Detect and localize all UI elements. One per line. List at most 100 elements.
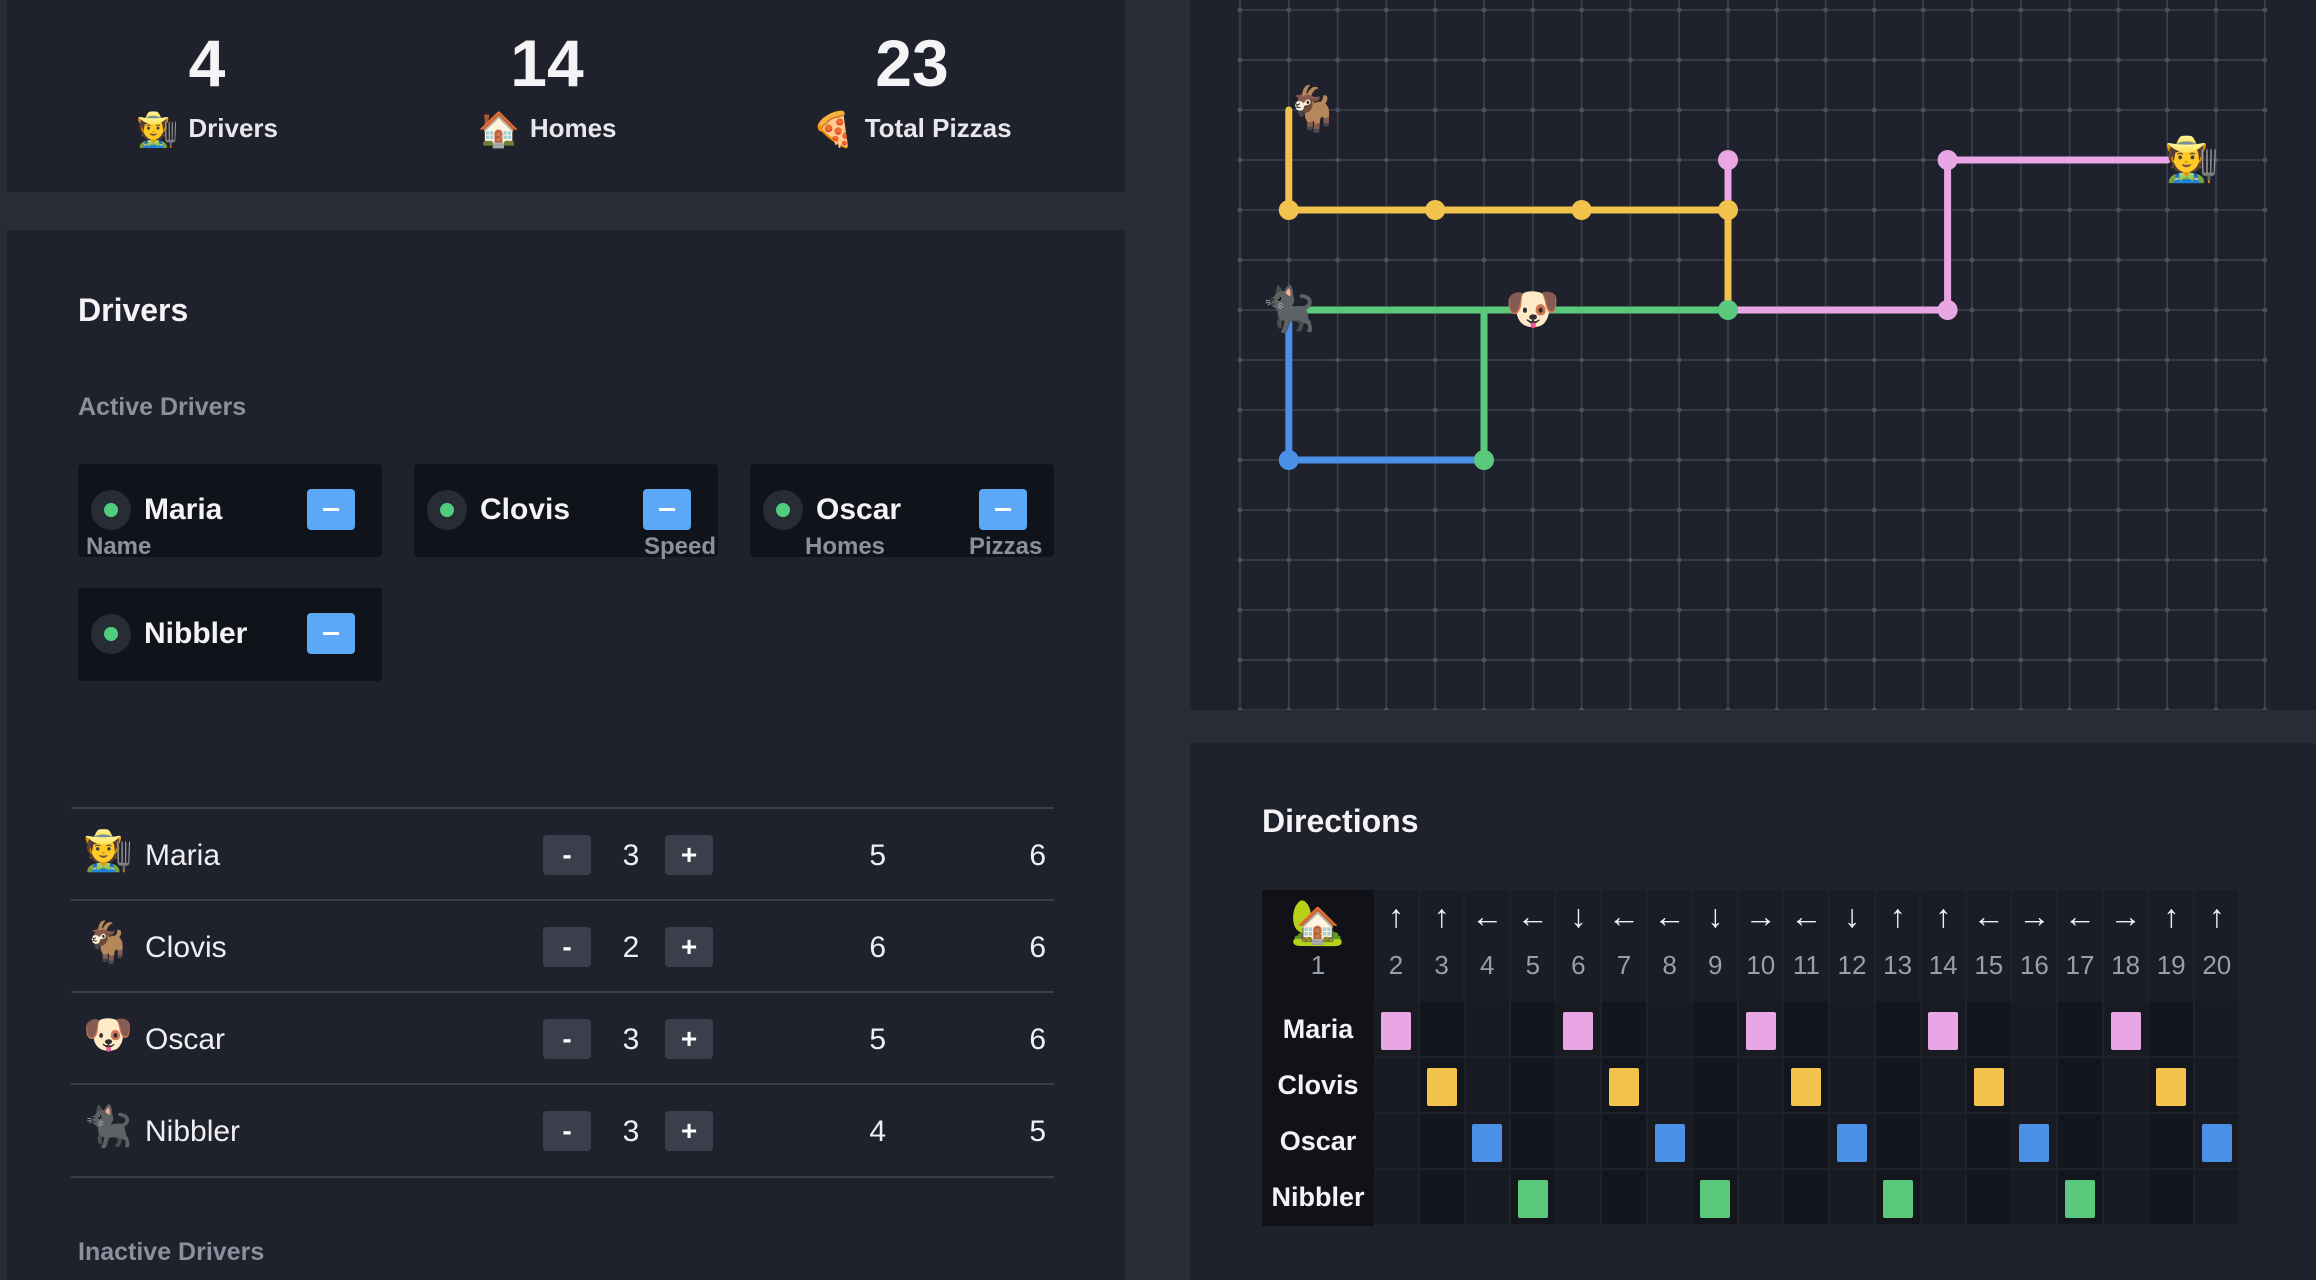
direction-cell	[1966, 1170, 2011, 1224]
direction-arrow-icon: ↑	[2208, 898, 2225, 934]
direction-cell	[2012, 1058, 2057, 1112]
grid-point	[1335, 157, 1341, 163]
grid-point	[2213, 607, 2219, 613]
increase-speed-button[interactable]: +	[665, 1111, 713, 1151]
route-stop	[1278, 200, 1299, 220]
grid-point	[2164, 657, 2170, 663]
direction-arrow-icon: ←	[1608, 898, 1640, 934]
step-number: 18	[2111, 950, 2141, 980]
decrease-speed-button[interactable]: -	[543, 1019, 591, 1059]
grid-point	[1627, 257, 1633, 263]
driver-row-header	[1262, 1170, 1374, 1226]
direction-cell	[1419, 1170, 1464, 1224]
step-header-cell	[1830, 890, 1874, 1002]
step-number: 20	[2202, 950, 2232, 980]
direction-cell	[2194, 1002, 2239, 1056]
remove-driver-button[interactable]	[307, 489, 355, 530]
grid-point	[1871, 557, 1877, 563]
grid-point	[2018, 457, 2024, 463]
remove-driver-button[interactable]	[643, 489, 691, 530]
speed-value: 3	[622, 839, 640, 872]
status-dot-icon	[91, 490, 131, 530]
step-number: 14	[1928, 950, 1958, 980]
step-number: 6	[1571, 950, 1586, 980]
decrease-speed-button[interactable]: -	[543, 835, 591, 875]
direction-cell	[1465, 1002, 1510, 1056]
remove-driver-button[interactable]	[307, 613, 355, 654]
grid-point	[1920, 707, 1926, 710]
table-row: 🧑‍🌾 Maria - 3 + 5 6	[71, 807, 1054, 899]
grid-point	[2262, 307, 2268, 313]
grid-point	[1871, 157, 1877, 163]
route-clovis	[1285, 106, 1732, 314]
direction-cell	[2103, 1170, 2148, 1224]
grid-point	[1432, 7, 1438, 13]
grid-point	[2067, 207, 2073, 213]
delivery-marker	[1882, 1180, 1913, 1218]
stat-drivers: 4 🧑‍🌾 Drivers	[107, 30, 307, 150]
grid-point	[1237, 507, 1243, 513]
grid-point	[1871, 607, 1877, 613]
grid-point	[1871, 507, 1877, 513]
stat-label: Drivers	[188, 113, 278, 143]
driver-row-header	[1262, 1114, 1374, 1170]
delivery-marker	[2019, 1124, 2050, 1162]
grid-point	[1627, 107, 1633, 113]
route-map[interactable]: 🐐 🐈‍⬛ 🐶 🧑‍🌾	[1190, 0, 2316, 710]
direction-cell	[1602, 1170, 1646, 1224]
homes-value: 5	[869, 1023, 886, 1056]
homes-value: 5	[869, 839, 886, 872]
stat-label: Homes	[529, 113, 617, 143]
grid-point	[2262, 607, 2268, 613]
grid-point	[1725, 57, 1731, 63]
grid-point	[1969, 707, 1975, 710]
directions-panel: Directions 🏡 ↑ 2 ↑ 3 ← 4 ← 5 ↓ 6 ← 7 ← 8 ↓ 9 → 10 ← 11 ↓ 12 ↑ 13…	[1190, 743, 2316, 1280]
grid-point	[1530, 107, 1536, 113]
grid-point	[2018, 207, 2024, 213]
route-stop	[1571, 200, 1592, 220]
increase-speed-button[interactable]: +	[665, 835, 713, 875]
route-stop	[1425, 200, 1446, 220]
grid-point	[1383, 57, 1389, 63]
increase-speed-button[interactable]: +	[665, 1019, 713, 1059]
grid-point	[1871, 207, 1877, 213]
grid-point	[1871, 457, 1877, 463]
direction-cell	[1602, 1002, 1646, 1056]
pizzas-value: 5	[1029, 1115, 1046, 1148]
direction-cell	[1784, 1114, 1829, 1168]
direction-cell	[1875, 1114, 1920, 1168]
grid-point	[1432, 507, 1438, 513]
direction-cell	[1875, 1058, 1920, 1112]
direction-cell	[1738, 1170, 1783, 1224]
grid-point	[1627, 57, 1633, 63]
grid-point	[1335, 657, 1341, 663]
grid-point	[1676, 257, 1682, 263]
grid-point	[1774, 407, 1780, 413]
step-header-cell	[2103, 890, 2148, 1002]
direction-cell	[1556, 1058, 1601, 1112]
delivery-marker	[1654, 1124, 1685, 1162]
delivery-marker	[2156, 1068, 2187, 1106]
grid-point	[1335, 607, 1341, 613]
grid-point	[2067, 107, 2073, 113]
grid-point	[1286, 557, 1292, 563]
grid-point	[1383, 107, 1389, 113]
grid-point	[2262, 157, 2268, 163]
direction-cell	[1693, 1058, 1738, 1112]
step-number: 5	[1525, 950, 1541, 980]
grid-point	[1823, 157, 1829, 163]
grid-point	[1725, 407, 1731, 413]
step-header-cell	[2012, 890, 2056, 1002]
grid-point	[1920, 107, 1926, 113]
grid-point	[1969, 457, 1975, 463]
grid-point	[1237, 157, 1243, 163]
decrease-speed-button[interactable]: -	[543, 1111, 591, 1151]
grid-point	[2164, 57, 2170, 63]
decrease-speed-button[interactable]: -	[543, 927, 591, 967]
grid-point	[1432, 357, 1438, 363]
grid-point	[2213, 457, 2219, 463]
grid-point	[1969, 207, 1975, 213]
remove-driver-button[interactable]	[979, 489, 1027, 530]
increase-speed-button[interactable]: +	[665, 927, 713, 967]
grid-point	[1530, 257, 1536, 263]
